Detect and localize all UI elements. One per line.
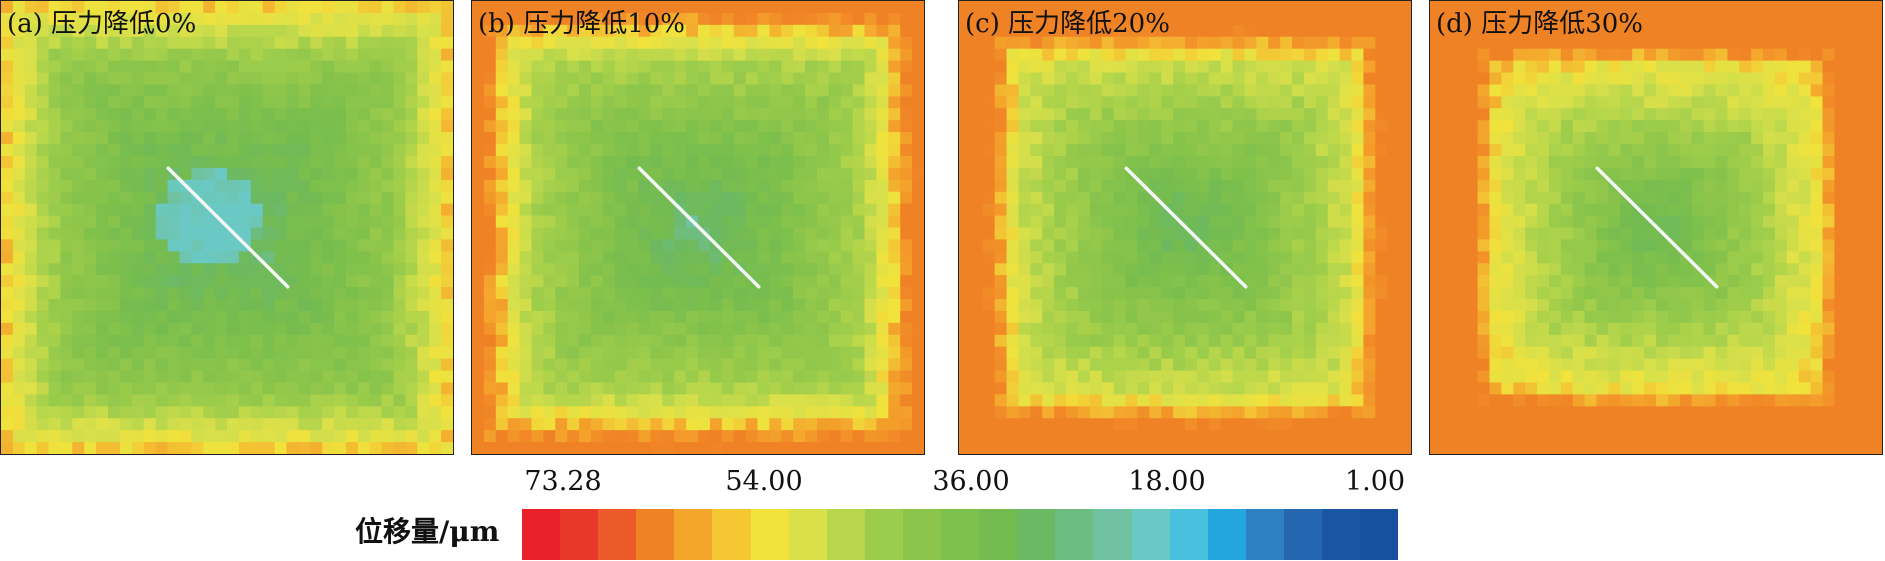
legend-color-cell	[1207, 509, 1246, 560]
legend-title: 位移量/μm	[355, 515, 500, 548]
legend-color-cell	[1131, 509, 1170, 560]
panel-c: (c) 压力降低20%	[958, 0, 1412, 455]
color-scale-bar	[522, 509, 1399, 560]
legend-color-cell	[712, 509, 751, 560]
legend-color-cell	[902, 509, 942, 560]
legend-color-cell	[522, 509, 561, 560]
panel-label-a: (a) 压力降低0%	[7, 9, 197, 39]
legend-color-cell	[826, 509, 865, 560]
legend-tick-3: 36.00	[932, 466, 1010, 497]
crack-line	[166, 166, 290, 289]
legend-tick-2: 54.00	[725, 466, 803, 497]
legend-color-cell	[598, 509, 637, 560]
legend-tick-1: 73.28	[524, 466, 602, 497]
legend-color-cell	[1017, 509, 1056, 560]
legend-color-cell	[1093, 509, 1132, 560]
displacement-map-a	[1, 1, 453, 454]
legend-tick-5: 1.00	[1344, 466, 1406, 497]
legend-tick-4: 18.00	[1128, 466, 1206, 497]
legend-color-cell	[674, 509, 713, 560]
displacement-map-c	[959, 1, 1411, 454]
panel-label-c: (c) 压力降低20%	[965, 9, 1170, 39]
legend-color-cell	[941, 509, 980, 560]
legend-color-cell	[1169, 509, 1208, 560]
panel-d: (d) 压力降低30%	[1429, 0, 1883, 455]
crack-line	[637, 166, 761, 289]
panel-a: (a) 压力降低0%	[0, 0, 454, 455]
legend-color-cell	[1055, 509, 1094, 560]
legend-color-cell	[864, 509, 903, 560]
legend-color-cell	[1283, 509, 1322, 560]
crack-line	[1595, 166, 1719, 289]
legend-color-cell	[636, 509, 675, 560]
legend-color-cell	[1360, 509, 1399, 560]
panel-label-b: (b) 压力降低10%	[478, 9, 685, 39]
legend-color-cell	[750, 509, 789, 560]
panel-label-d: (d) 压力降低30%	[1436, 9, 1643, 39]
legend-color-cell	[979, 509, 1018, 560]
legend-color-cell	[1321, 509, 1361, 560]
legend-color-cell	[560, 509, 599, 560]
displacement-map-b	[472, 1, 924, 454]
legend-color-cell	[788, 509, 827, 560]
crack-line	[1124, 166, 1248, 289]
panel-b: (b) 压力降低10%	[471, 0, 925, 455]
legend-color-cell	[1245, 509, 1284, 560]
displacement-map-d	[1430, 1, 1882, 454]
